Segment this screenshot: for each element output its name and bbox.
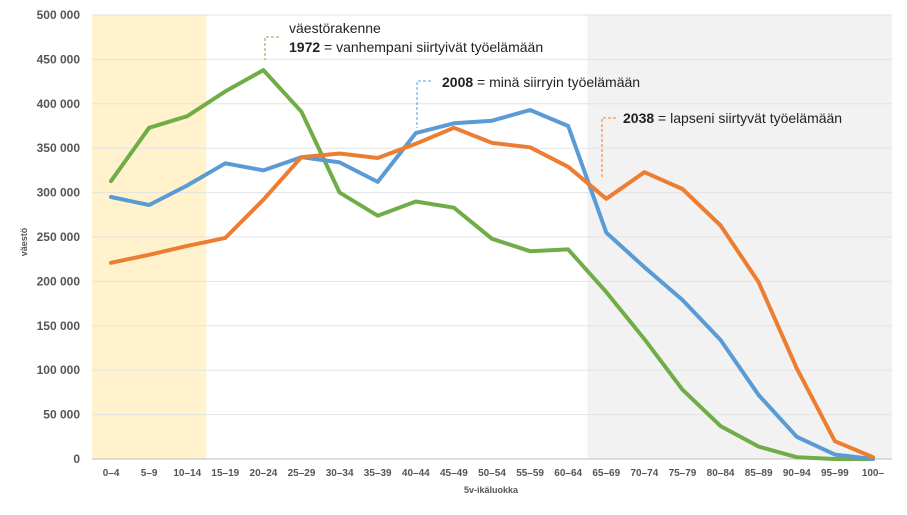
series-lines [109, 68, 875, 461]
x-tick-label: 25–29 [288, 468, 316, 479]
y-tick-label: 200 000 [37, 274, 81, 288]
y-tick-label: 100 000 [37, 363, 81, 377]
series-line-1972 [109, 68, 875, 461]
y-tick-label: 400 000 [37, 97, 81, 111]
x-tick-label: 55–59 [516, 468, 544, 479]
x-tick-label: 70–74 [630, 468, 658, 479]
x-tick-label: 80–84 [707, 468, 735, 479]
y-tick-label: 300 000 [37, 186, 81, 200]
y-tick-label: 250 000 [37, 230, 81, 244]
x-tick-label: 30–34 [326, 468, 354, 479]
y-tick-label: 350 000 [37, 141, 81, 155]
annotation-text-1972: 1972 = vanhempani siirtyivät työelämään [289, 39, 543, 55]
x-tick-label: 15–19 [211, 468, 239, 479]
x-tick-label: 95–99 [821, 468, 849, 479]
annotation-text-2008: 2008 = minä siirryin työelämään [442, 74, 640, 90]
y-tick-label: 450 000 [37, 52, 81, 66]
x-tick-label: 65–69 [592, 468, 620, 479]
x-tick-label: 5–9 [141, 468, 158, 479]
x-tick-label: 45–49 [440, 468, 468, 479]
x-axis-title: 5v-ikäluokka [464, 485, 519, 495]
y-axis-ticks: 0 50 000 100 000 150 000 200 000 250 000 300 0… [37, 8, 81, 466]
x-tick-label: 85–89 [745, 468, 773, 479]
x-tick-label: 60–64 [554, 468, 582, 479]
x-tick-label: 0–4 [103, 468, 120, 479]
x-tick-label: 35–39 [364, 468, 392, 479]
annotations: väestörakenne 1972 = vanhempani siirtyivä… [264, 20, 842, 178]
x-tick-label: 75–79 [669, 468, 697, 479]
annotation-leader-1972 [264, 36, 279, 60]
annotation-leader-2008 [416, 80, 431, 128]
x-tick-label: 90–94 [783, 468, 811, 479]
y-tick-label: 500 000 [37, 8, 81, 22]
x-tick-label: 50–54 [478, 468, 506, 479]
annotation-text-1972: väestörakenne [289, 20, 381, 36]
y-axis-title: väestö [19, 227, 29, 256]
x-tick-label: 10–14 [173, 468, 201, 479]
x-tick-label: 100– [862, 468, 885, 479]
annotation-text-2038: 2038 = lapseni siirtyvät työelämään [623, 110, 842, 126]
x-axis-ticks: 0–4 5–9 10–14 15–19 20–24 25–29 30–34 35–39 40–4… [103, 468, 885, 479]
series-line-2008 [109, 108, 875, 461]
series-line-2038 [109, 125, 875, 460]
x-tick-label: 20–24 [250, 468, 278, 479]
y-tick-label: 150 000 [37, 319, 81, 333]
y-tick-label: 50 000 [43, 408, 80, 422]
y-tick-label: 0 [73, 452, 80, 466]
x-tick-label: 40–44 [402, 468, 430, 479]
